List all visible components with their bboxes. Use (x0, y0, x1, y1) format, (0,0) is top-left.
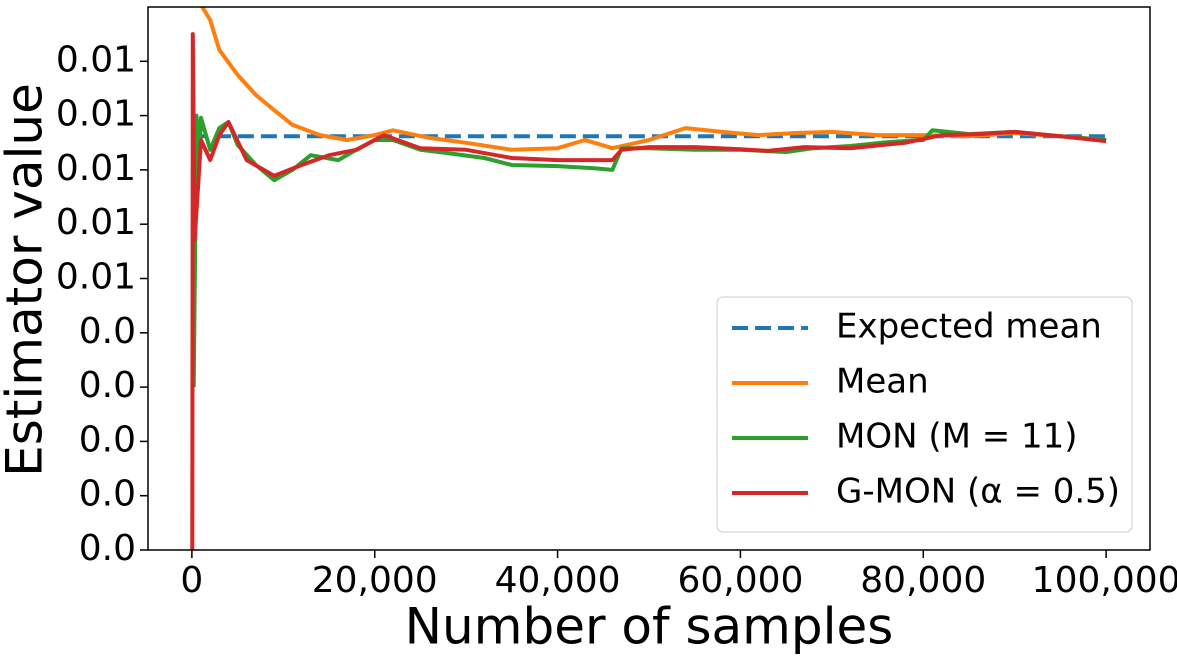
x-tick-label: 60,000 (677, 560, 803, 601)
legend: Expected mean Mean MON (M = 11) G-MON (α = … (716, 296, 1133, 533)
plot-area (190, 7, 1107, 550)
y-tick-label: 0.01 (56, 202, 136, 243)
x-tick-label: 40,000 (495, 560, 621, 601)
y-tick-label: 0.01 (56, 39, 136, 80)
x-tick-label: 0 (180, 560, 203, 601)
legend-label: G-MON (α = 0.5) (836, 472, 1120, 512)
y-tick-label: 0.0 (79, 311, 136, 352)
y-tick-label: 0.0 (79, 474, 136, 515)
y-tick-label: 0.0 (79, 528, 136, 569)
legend-box (716, 296, 1133, 533)
x-tick-label: 100,000 (1032, 560, 1177, 601)
y-tick-label: 0.0 (79, 419, 136, 460)
y-tick-label: 0.0 (79, 365, 136, 406)
x-tick-label: 20,000 (312, 560, 438, 601)
y-tick-label: 0.01 (56, 257, 136, 298)
x-axis-label: Number of samples (405, 598, 894, 656)
legend-label: Expected mean (836, 307, 1102, 347)
x-tick-label: 80,000 (860, 560, 986, 601)
legend-label: Mean (836, 362, 929, 402)
y-tick-label: 0.01 (56, 148, 136, 189)
legend-label: MON (M = 11) (836, 417, 1078, 457)
y-tick-label: 0.01 (56, 94, 136, 135)
series-line (190, 32, 1107, 550)
y-axis-label: Estimator value (0, 83, 54, 477)
series-line (199, 7, 1107, 152)
